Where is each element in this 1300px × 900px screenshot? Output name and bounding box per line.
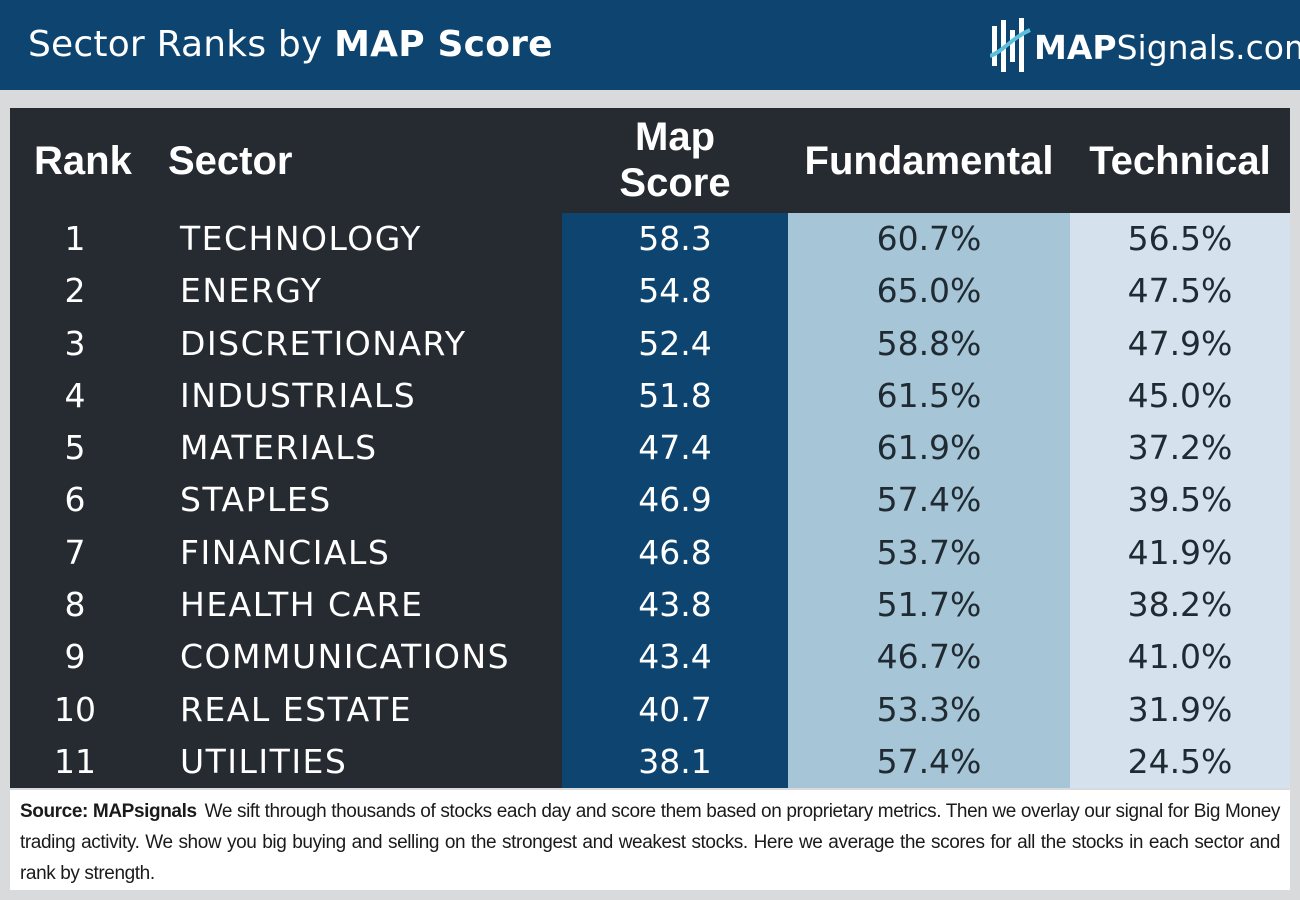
title-bold: MAP Score <box>334 24 553 65</box>
rank-cell: 9 <box>64 637 86 677</box>
logo-text: MAPSignals.com <box>1034 28 1300 67</box>
header-map-score: Map Score <box>562 114 788 206</box>
fundamental-column-bg <box>788 213 1070 788</box>
fundamental-cell: 46.7% <box>876 637 982 677</box>
fundamental-cell: 57.4% <box>876 480 982 520</box>
mapsignals-logo: MAPSignals.com <box>990 16 1300 76</box>
technical-cell: 37.2% <box>1127 428 1233 468</box>
map-score-cell: 47.4 <box>638 428 712 468</box>
technical-cell: 24.5% <box>1127 741 1233 781</box>
sector-cell: ENERGY <box>180 271 323 311</box>
sector-cell: HEALTH CARE <box>180 585 424 625</box>
header-map-line1: Map <box>635 115 715 159</box>
map-score-cell: 38.1 <box>638 741 712 781</box>
table-row: 8 HEALTH CARE 43.8 51.7% 38.2% <box>10 579 1290 631</box>
logo-text-bold: MAP <box>1034 28 1117 67</box>
technical-cell: 38.2% <box>1127 585 1233 625</box>
technical-cell: 39.5% <box>1127 480 1233 520</box>
fundamental-cell: 51.7% <box>876 585 982 625</box>
fundamental-cell: 53.3% <box>876 689 982 729</box>
map-score-cell: 46.8 <box>638 532 712 572</box>
technical-cell: 47.9% <box>1127 323 1233 363</box>
sector-cell: UTILITIES <box>180 741 348 781</box>
header-map-line2: Score <box>619 161 731 205</box>
map-score-cell: 51.8 <box>638 375 712 415</box>
table-row: 1 TECHNOLOGY 58.3 60.7% 56.5% <box>10 213 1290 265</box>
header-rank: Rank <box>34 139 132 183</box>
map-score-cell: 58.3 <box>638 219 712 258</box>
rank-cell: 3 <box>64 323 86 363</box>
header-fundamental: Fundamental <box>804 139 1054 183</box>
footer-source-label: Source: MAPsignals <box>20 801 197 822</box>
table-row: 10 REAL ESTATE 40.7 53.3% 31.9% <box>10 684 1290 736</box>
title-prefix: Sector Ranks by <box>28 24 335 65</box>
map-score-cell: 40.7 <box>638 689 712 729</box>
footer-text: We sift through thousands of stocks each… <box>20 801 1280 884</box>
rank-cell: 6 <box>64 480 86 520</box>
sector-cell: STAPLES <box>180 480 332 520</box>
sector-cell: FINANCIALS <box>180 532 391 572</box>
header-sector: Sector <box>168 139 293 183</box>
map-score-cell: 52.4 <box>638 323 712 363</box>
map-score-cell: 43.8 <box>638 585 712 625</box>
sector-cell: REAL ESTATE <box>180 689 413 729</box>
fundamental-cell: 60.7% <box>876 219 982 258</box>
fundamental-cell: 58.8% <box>876 323 982 363</box>
rank-cell: 8 <box>64 585 86 625</box>
logo-text-rest: Signals.com <box>1116 28 1300 67</box>
table-row: 5 MATERIALS 47.4 61.9% 37.2% <box>10 422 1290 474</box>
table-row: 6 STAPLES 46.9 57.4% 39.5% <box>10 474 1290 526</box>
rank-cell: 10 <box>54 689 96 729</box>
rank-cell: 5 <box>64 428 86 468</box>
technical-cell: 47.5% <box>1127 271 1233 311</box>
map-score-cell: 46.9 <box>638 480 712 520</box>
table-row: 2 ENERGY 54.8 65.0% 47.5% <box>10 265 1290 317</box>
table-body: 1 TECHNOLOGY 58.3 60.7% 56.5% 2 ENERGY 54.8 65.0… <box>10 213 1290 788</box>
fundamental-cell: 65.0% <box>876 271 982 311</box>
table-row: 9 COMMUNICATIONS 43.4 46.7% 41.0% <box>10 631 1290 683</box>
map-score-cell: 43.4 <box>638 637 712 677</box>
rank-cell: 2 <box>64 271 86 311</box>
fundamental-cell: 53.7% <box>876 532 982 572</box>
header-banner: Sector Ranks by MAP Score MAPSignals.com <box>0 0 1300 90</box>
technical-column-bg <box>1070 213 1290 788</box>
fundamental-cell: 61.9% <box>876 428 982 468</box>
logo-mark-icon <box>990 18 1031 72</box>
table-row: 7 FINANCIALS 46.8 53.7% 41.9% <box>10 527 1290 579</box>
sector-rank-table: Rank Sector Map Score Fundamental Techni… <box>10 108 1290 788</box>
sector-cell: MATERIALS <box>180 428 378 468</box>
rank-cell: 1 <box>64 219 86 258</box>
table-row: 4 INDUSTRIALS 51.8 61.5% 45.0% <box>10 370 1290 422</box>
rank-cell: 4 <box>64 375 86 415</box>
rank-cell: 11 <box>54 741 96 781</box>
technical-cell: 41.0% <box>1127 637 1233 677</box>
header-technical: Technical <box>1089 139 1271 183</box>
table-row: 11 UTILITIES 38.1 57.4% 24.5% <box>10 736 1290 788</box>
rank-cell: 7 <box>64 532 86 572</box>
sector-cell: DISCRETIONARY <box>180 323 467 363</box>
technical-cell: 41.9% <box>1127 532 1233 572</box>
fundamental-cell: 57.4% <box>876 741 982 781</box>
source-footnote: Source: MAPsignals We sift through thousa… <box>10 790 1290 890</box>
map-score-cell: 54.8 <box>638 271 712 311</box>
table-row: 3 DISCRETIONARY 52.4 58.8% 47.9% <box>10 318 1290 370</box>
technical-cell: 45.0% <box>1127 375 1233 415</box>
technical-cell: 56.5% <box>1127 219 1233 258</box>
fundamental-cell: 61.5% <box>876 375 982 415</box>
sector-cell: INDUSTRIALS <box>180 375 417 415</box>
sector-cell: COMMUNICATIONS <box>180 637 511 677</box>
technical-cell: 31.9% <box>1127 689 1233 729</box>
page-title: Sector Ranks by MAP Score <box>28 24 553 65</box>
map-score-column-bg <box>562 213 788 788</box>
sector-cell: TECHNOLOGY <box>180 219 422 258</box>
